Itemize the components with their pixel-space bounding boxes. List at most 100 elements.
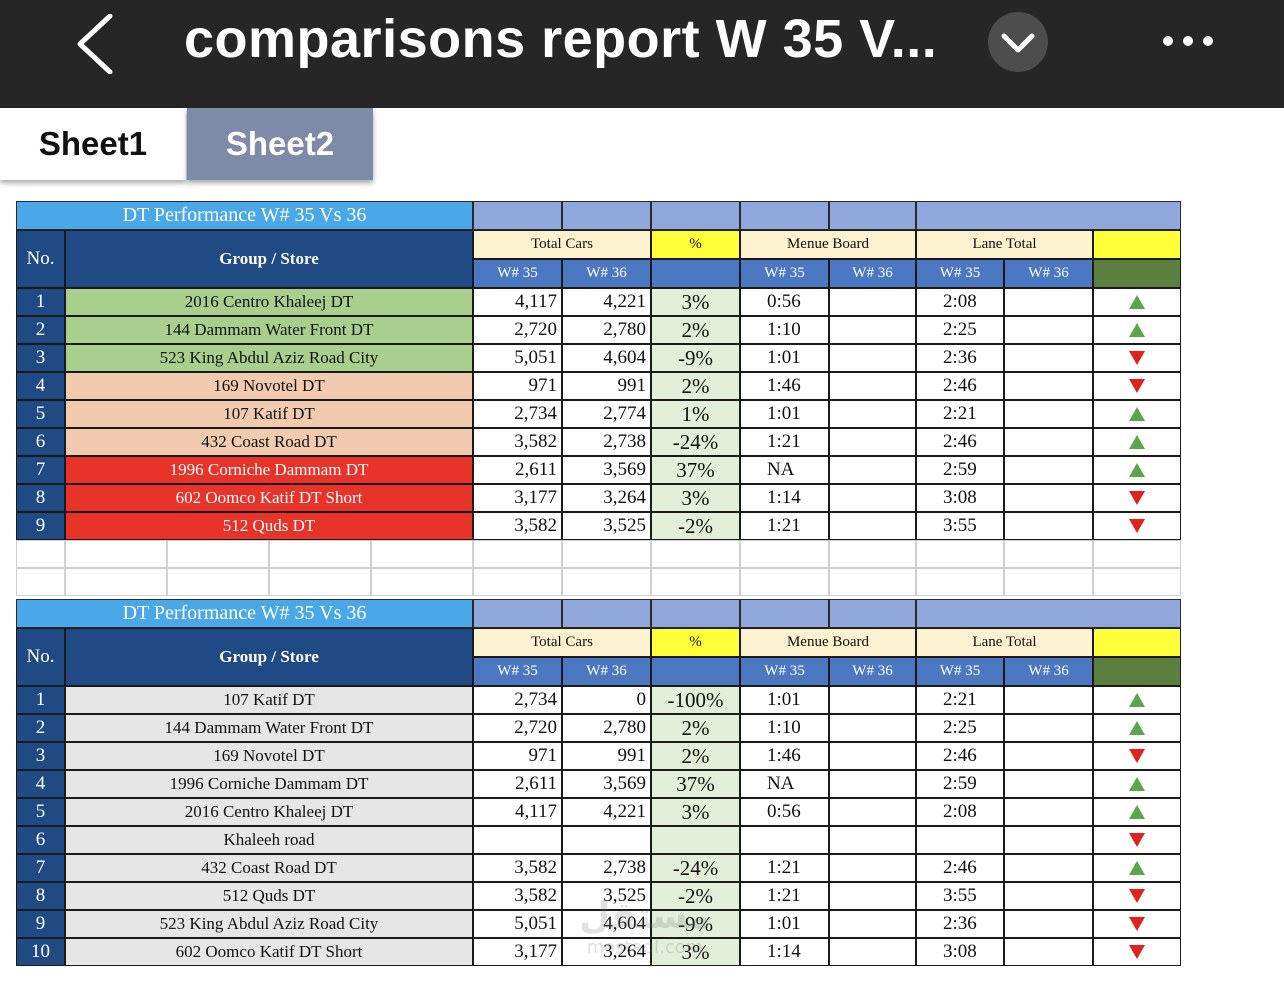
empty-cell[interactable] — [371, 540, 473, 568]
empty-cell[interactable] — [740, 568, 829, 596]
lane-total-w35[interactable]: 2:46 — [916, 742, 1004, 770]
trend-arrow[interactable] — [1093, 512, 1181, 540]
menue-board-w36[interactable] — [829, 428, 916, 456]
menue-board-w36[interactable] — [829, 344, 916, 372]
pct-change[interactable]: -9% — [651, 344, 740, 372]
lane-total-w35[interactable]: 2:21 — [916, 686, 1004, 714]
title-filler-cell[interactable] — [740, 599, 829, 628]
total-cars-w35[interactable]: 4,117 — [473, 288, 562, 316]
menue-board-w35[interactable]: NA — [740, 770, 829, 798]
total-cars-w35[interactable]: 971 — [473, 742, 562, 770]
trend-arrow[interactable] — [1093, 428, 1181, 456]
store-name[interactable]: 1996 Corniche Dammam DT — [65, 456, 473, 484]
lane-total-w36[interactable] — [1004, 826, 1093, 854]
trend-arrow[interactable] — [1093, 854, 1181, 882]
lane-total-w35[interactable]: 2:25 — [916, 316, 1004, 344]
empty-cell[interactable] — [562, 568, 651, 596]
table-title[interactable]: DT Performance W# 35 Vs 36 — [16, 599, 473, 628]
table-title[interactable]: DT Performance W# 35 Vs 36 — [16, 201, 473, 230]
empty-cell[interactable] — [916, 540, 1004, 568]
header-no[interactable]: No. — [16, 628, 65, 686]
header-w35[interactable]: W# 35 — [473, 259, 562, 288]
lane-total-w35[interactable]: 3:55 — [916, 512, 1004, 540]
menue-board-w35[interactable]: 1:21 — [740, 854, 829, 882]
menue-board-w35[interactable]: 1:46 — [740, 742, 829, 770]
lane-total-w36[interactable] — [1004, 854, 1093, 882]
empty-cell[interactable] — [269, 568, 371, 596]
chevron-left-icon[interactable] — [72, 14, 122, 74]
row-number[interactable]: 10 — [16, 938, 65, 966]
pct-change[interactable]: 2% — [651, 316, 740, 344]
header-w35[interactable]: W# 35 — [740, 657, 829, 686]
lane-total-w36[interactable] — [1004, 742, 1093, 770]
title-filler-cell[interactable] — [740, 201, 829, 230]
header-lane-total[interactable]: Lane Total — [916, 628, 1093, 657]
store-name[interactable]: 432 Coast Road DT — [65, 428, 473, 456]
menue-board-w35[interactable]: 0:56 — [740, 798, 829, 826]
menue-board-w35[interactable]: 1:14 — [740, 484, 829, 512]
pct-change[interactable]: 3% — [651, 798, 740, 826]
menue-board-w35[interactable]: 1:46 — [740, 372, 829, 400]
pct-change[interactable]: 37% — [651, 456, 740, 484]
trend-arrow[interactable] — [1093, 288, 1181, 316]
lane-total-w35[interactable]: 2:36 — [916, 910, 1004, 938]
title-filler-cell[interactable] — [562, 201, 651, 230]
empty-cell[interactable] — [65, 540, 167, 568]
row-number[interactable]: 4 — [16, 372, 65, 400]
lane-total-w35[interactable]: 2:59 — [916, 456, 1004, 484]
store-name[interactable]: 169 Novotel DT — [65, 372, 473, 400]
store-name[interactable]: 144 Dammam Water Front DT — [65, 714, 473, 742]
trend-arrow[interactable] — [1093, 714, 1181, 742]
trend-arrow[interactable] — [1093, 882, 1181, 910]
lane-total-w36[interactable] — [1004, 288, 1093, 316]
header-group-store[interactable]: Group / Store — [65, 628, 473, 686]
pct-change[interactable]: -2% — [651, 882, 740, 910]
total-cars-w35[interactable]: 5,051 — [473, 910, 562, 938]
lane-total-w35[interactable]: 2:08 — [916, 798, 1004, 826]
store-name[interactable]: 602 Oomco Katif DT Short — [65, 484, 473, 512]
pct-change[interactable]: 1% — [651, 400, 740, 428]
store-name[interactable]: 169 Novotel DT — [65, 742, 473, 770]
title-filler-cell[interactable] — [562, 599, 651, 628]
total-cars-w36[interactable]: 3,569 — [562, 456, 651, 484]
store-name[interactable]: 1996 Corniche Dammam DT — [65, 770, 473, 798]
total-cars-w35[interactable]: 2,734 — [473, 400, 562, 428]
store-name[interactable]: 602 Oomco Katif DT Short — [65, 938, 473, 966]
lane-total-w36[interactable] — [1004, 512, 1093, 540]
menue-board-w35[interactable]: 1:21 — [740, 512, 829, 540]
menue-board-w36[interactable] — [829, 742, 916, 770]
lane-total-w36[interactable] — [1004, 686, 1093, 714]
pct-change[interactable]: -24% — [651, 854, 740, 882]
empty-cell[interactable] — [1093, 540, 1181, 568]
lane-total-w36[interactable] — [1004, 428, 1093, 456]
title-filler-cell[interactable] — [651, 201, 740, 230]
total-cars-w36[interactable]: 2,774 — [562, 400, 651, 428]
total-cars-w35[interactable]: 3,582 — [473, 428, 562, 456]
menue-board-w35[interactable] — [740, 826, 829, 854]
menue-board-w36[interactable] — [829, 714, 916, 742]
title-filler-cell[interactable] — [829, 599, 916, 628]
store-name[interactable]: 2016 Centro Khaleej DT — [65, 798, 473, 826]
lane-total-w35[interactable]: 2:36 — [916, 344, 1004, 372]
trend-arrow[interactable] — [1093, 938, 1181, 966]
menue-board-w36[interactable] — [829, 854, 916, 882]
lane-total-w36[interactable] — [1004, 910, 1093, 938]
lane-total-w36[interactable] — [1004, 344, 1093, 372]
header-no[interactable]: No. — [16, 230, 65, 288]
header-group-store[interactable]: Group / Store — [65, 230, 473, 288]
total-cars-w36[interactable]: 991 — [562, 372, 651, 400]
menue-board-w36[interactable] — [829, 484, 916, 512]
total-cars-w36[interactable]: 3,264 — [562, 938, 651, 966]
title-filler-cell[interactable] — [916, 201, 1181, 230]
total-cars-w35[interactable]: 5,051 — [473, 344, 562, 372]
total-cars-w36[interactable]: 4,604 — [562, 344, 651, 372]
total-cars-w36[interactable]: 2,738 — [562, 428, 651, 456]
header-pct[interactable]: % — [651, 230, 740, 259]
header-w35[interactable]: W# 35 — [740, 259, 829, 288]
header-w36[interactable]: W# 36 — [562, 657, 651, 686]
total-cars-w36[interactable]: 2,738 — [562, 854, 651, 882]
header-menue-board[interactable]: Menue Board — [740, 628, 916, 657]
row-number[interactable]: 6 — [16, 826, 65, 854]
pct-change[interactable] — [651, 826, 740, 854]
pct-change[interactable]: 2% — [651, 742, 740, 770]
